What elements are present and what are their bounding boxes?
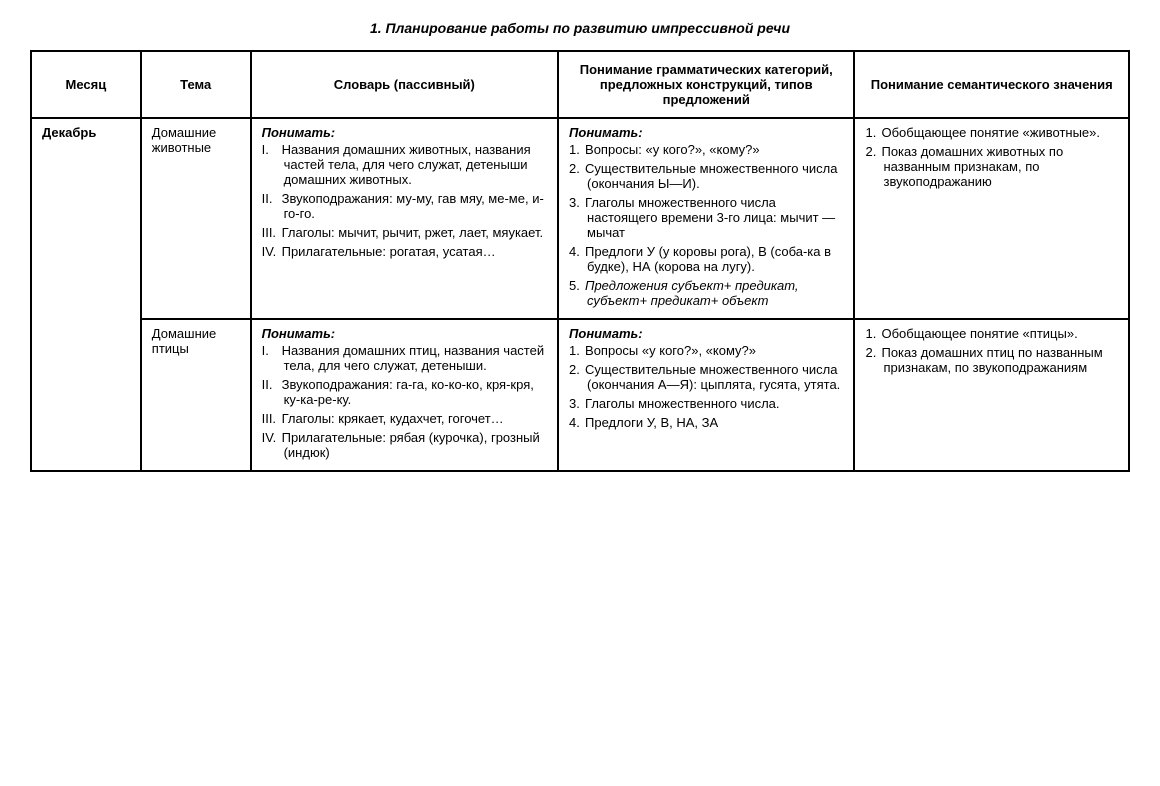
list-item: III.Глаголы: мычит, рычит, ржет, лает, м…: [262, 225, 547, 240]
topic-cell: Домашние птицы: [141, 319, 251, 471]
grammar-list: 1.Вопросы: «у кого?», «кому?» 2.Существи…: [569, 142, 843, 308]
col-header-semantic: Понимание семантического значения: [854, 51, 1129, 118]
list-item: 2.Существительные множественного числа (…: [569, 161, 843, 191]
col-header-month: Месяц: [31, 51, 141, 118]
list-item: 2.Показ домашних живот­ных по названным …: [865, 144, 1118, 189]
plan-table: Месяц Тема Словарь (пассивный) Понимание…: [30, 50, 1130, 472]
grammar-cell: Понимать: 1.Вопросы: «у кого?», «кому?» …: [558, 118, 854, 319]
vocab-list: I.Названия домашних животных, названия ч…: [262, 142, 547, 259]
list-item: 4.Предлоги У (у коровы рога), В (соба-ка…: [569, 244, 843, 274]
semantic-list: 1.Обобщающее понятие «птицы». 2.Показ до…: [865, 326, 1118, 375]
col-header-grammar: Понимание грамматических категорий, пред…: [558, 51, 854, 118]
grammar-lead: Понимать:: [569, 125, 843, 140]
list-item: 1.Вопросы: «у кого?», «кому?»: [569, 142, 843, 157]
page-title: 1. Планирование работы по развитию импре…: [30, 20, 1130, 36]
list-item: II.Звукоподражания: га-га, ко-ко-ко, кря…: [262, 377, 547, 407]
grammar-list: 1.Вопросы «у кого?», «кому?» 2.Существит…: [569, 343, 843, 430]
vocab-list: I.Названия домашних птиц, названия часте…: [262, 343, 547, 460]
vocab-lead: Понимать:: [262, 326, 547, 341]
list-item: IV.Прилагательные: рогатая, усатая…: [262, 244, 547, 259]
list-item: I.Названия домашних животных, названия ч…: [262, 142, 547, 187]
list-item: 1.Вопросы «у кого?», «кому?»: [569, 343, 843, 358]
list-item: II.Звукоподражания: му-му, гав мяу, ме-м…: [262, 191, 547, 221]
grammar-cell: Понимать: 1.Вопросы «у кого?», «кому?» 2…: [558, 319, 854, 471]
list-item: 3.Глаголы множественного числа настоящег…: [569, 195, 843, 240]
list-item: I.Названия домашних птиц, названия часте…: [262, 343, 547, 373]
list-item: 5.Предложения субъект+ предикат, субъект…: [569, 278, 843, 308]
col-header-topic: Тема: [141, 51, 251, 118]
vocab-cell: Понимать: I.Названия домашних животных, …: [251, 118, 558, 319]
vocab-cell: Понимать: I.Названия домашних птиц, назв…: [251, 319, 558, 471]
month-cell: Декабрь: [31, 118, 141, 471]
table-row: Декабрь Домашние животные Понимать: I.На…: [31, 118, 1129, 319]
list-item: 1.Обобщающее понятие «птицы».: [865, 326, 1118, 341]
list-item: III.Глаголы: крякает, кудахчет, гогочет…: [262, 411, 547, 426]
semantic-cell: 1.Обобщающее понятие «животные». 2.Показ…: [854, 118, 1129, 319]
vocab-lead: Понимать:: [262, 125, 547, 140]
table-row: Домашние птицы Понимать: I.Названия дома…: [31, 319, 1129, 471]
list-item: 2.Показ домашних птиц по названным призн…: [865, 345, 1118, 375]
list-item: IV.Прилагательные: рябая (куроч­ка), гро…: [262, 430, 547, 460]
topic-cell: Домашние животные: [141, 118, 251, 319]
list-item: 4.Предлоги У, В, НА, ЗА: [569, 415, 843, 430]
semantic-list: 1.Обобщающее понятие «животные». 2.Показ…: [865, 125, 1118, 189]
list-item: 2.Существительные мно­жественного числа …: [569, 362, 843, 392]
semantic-cell: 1.Обобщающее понятие «птицы». 2.Показ до…: [854, 319, 1129, 471]
col-header-vocab: Словарь (пассивный): [251, 51, 558, 118]
grammar-lead: Понимать:: [569, 326, 843, 341]
table-header-row: Месяц Тема Словарь (пассивный) Понимание…: [31, 51, 1129, 118]
list-item: 1.Обобщающее понятие «животные».: [865, 125, 1118, 140]
list-item: 3.Глаголы множественного числа.: [569, 396, 843, 411]
